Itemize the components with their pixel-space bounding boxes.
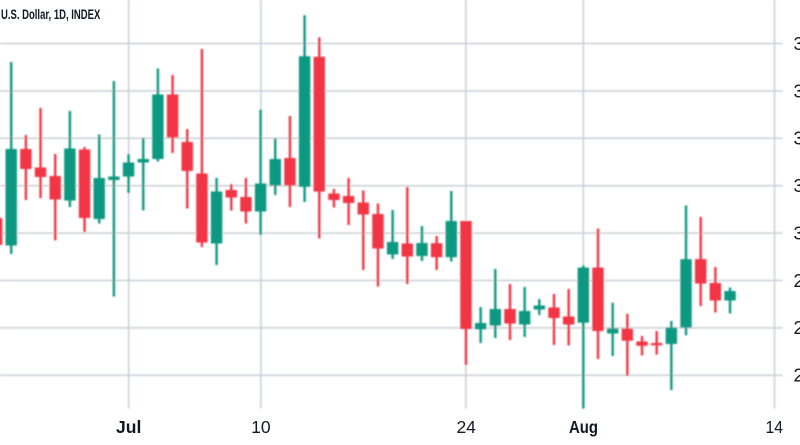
svg-text:30.80: 30.80 xyxy=(794,33,800,54)
svg-text:24: 24 xyxy=(456,417,476,437)
svg-text:Aug: Aug xyxy=(569,417,598,437)
svg-text:30.20: 30.20 xyxy=(794,175,800,196)
svg-text:10: 10 xyxy=(251,417,271,437)
svg-text:29.80: 29.80 xyxy=(794,270,800,291)
svg-text:29.40: 29.40 xyxy=(794,365,800,386)
svg-text:30.60: 30.60 xyxy=(794,80,800,101)
svg-text:Jul: Jul xyxy=(116,417,141,437)
svg-text:U.S. Dollar, 1D, INDEX: U.S. Dollar, 1D, INDEX xyxy=(1,6,101,22)
svg-text:14: 14 xyxy=(766,417,784,437)
svg-text:29.60: 29.60 xyxy=(794,317,800,338)
svg-text:30.00: 30.00 xyxy=(794,222,800,243)
svg-text:30.40: 30.40 xyxy=(794,128,800,149)
